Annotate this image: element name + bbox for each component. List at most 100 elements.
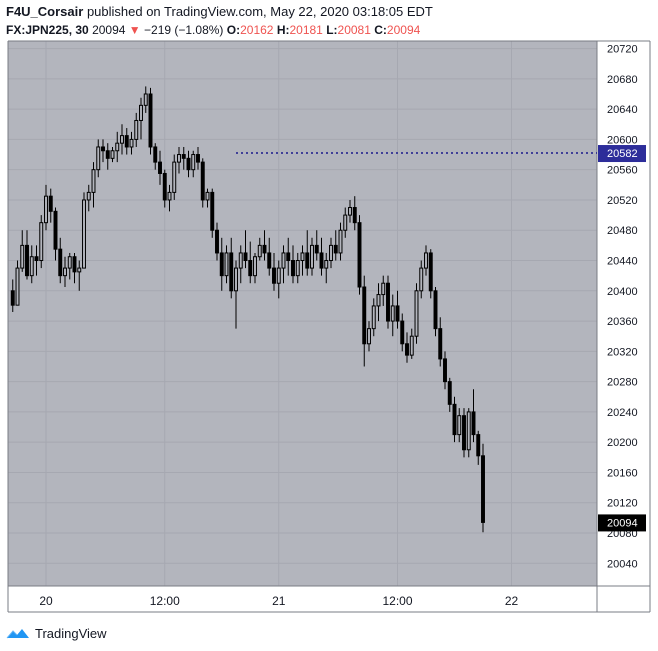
price-tick-label: 20120 — [607, 498, 638, 510]
time-tick-label: 20 — [39, 594, 53, 608]
footer: TradingView — [6, 622, 107, 644]
price-tick-label: 20280 — [607, 377, 638, 389]
tradingview-brand[interactable]: TradingView — [35, 625, 107, 641]
candle-body — [481, 455, 485, 523]
candle-body — [148, 93, 153, 148]
candle-body — [414, 290, 419, 337]
price-tick-label: 20520 — [607, 195, 638, 207]
tradingview-logo-icon[interactable] — [6, 626, 30, 640]
candle-body — [314, 244, 319, 254]
candle-body — [371, 305, 376, 330]
candle-body — [267, 252, 272, 269]
candle-body — [124, 135, 129, 148]
low-label: L: — [326, 23, 338, 37]
candle-body — [357, 222, 362, 288]
candle-body — [205, 191, 210, 201]
price-tick-label: 20360 — [607, 316, 638, 328]
candle-body — [466, 411, 471, 451]
candle-body — [343, 214, 348, 231]
candle-body — [381, 282, 386, 296]
candle-body — [15, 267, 20, 306]
candle-body — [77, 267, 82, 273]
candle-body — [101, 146, 105, 152]
price-tick-label: 20400 — [607, 286, 638, 298]
candle-body — [362, 286, 367, 345]
candle-body — [224, 252, 229, 277]
down-arrow-icon: ▼ — [128, 23, 141, 37]
candle-body — [433, 290, 438, 330]
candle-body — [210, 191, 215, 231]
candle-body — [348, 207, 352, 216]
candle-body — [10, 290, 15, 306]
price-tick-label: 20320 — [607, 346, 638, 358]
open-value: 20162 — [240, 23, 274, 37]
price-chart[interactable]: 2004020080201202016020200202402028020320… — [0, 0, 658, 620]
last-price-tag — [598, 514, 646, 532]
candle-body — [167, 191, 172, 201]
candle-body — [438, 328, 443, 360]
candle-body — [158, 161, 162, 174]
candle-body — [352, 207, 357, 224]
candle-body — [172, 161, 177, 193]
candle-body — [44, 195, 48, 224]
candle-body — [248, 260, 253, 277]
candle-body — [34, 256, 39, 262]
candle-body — [395, 305, 400, 322]
candle-body — [419, 267, 424, 292]
candle-body — [319, 252, 324, 269]
candle-body — [262, 244, 267, 254]
price-line-tag — [598, 145, 646, 163]
candle-body — [409, 335, 414, 356]
publish-line: F4U_Corsair published on TradingView.com… — [6, 3, 646, 20]
candle-body — [471, 411, 476, 436]
candle-body — [376, 294, 381, 307]
candle-body — [143, 93, 148, 106]
price-tick-label: 20560 — [607, 165, 638, 177]
candle-body — [120, 135, 124, 144]
candle-body — [286, 252, 291, 262]
candle-body — [196, 154, 200, 163]
candle-body — [115, 142, 120, 152]
time-tick-label: 22 — [505, 594, 519, 608]
price-tick-label: 20160 — [607, 467, 638, 479]
candle-body — [272, 267, 276, 284]
candle-body — [229, 252, 234, 292]
candle-body — [181, 154, 186, 159]
candle-body — [457, 415, 462, 436]
candle-body — [72, 256, 77, 273]
symbol-label: FX:JPN225, 30 — [6, 23, 89, 37]
candle-body — [462, 415, 466, 451]
candle-body — [405, 343, 409, 356]
candle-body — [39, 222, 44, 262]
price-tick-label: 20240 — [607, 407, 638, 419]
last-price-tag-label: 20094 — [607, 517, 638, 529]
candle-body — [53, 210, 58, 250]
candle-body — [91, 169, 96, 193]
price-tick-label: 20680 — [607, 74, 638, 86]
high-value: 20181 — [289, 23, 323, 37]
chart-header: F4U_Corsair published on TradingView.com… — [6, 3, 646, 39]
candle-body — [191, 154, 196, 171]
candle-body — [25, 244, 29, 277]
low-value: 20081 — [337, 23, 371, 37]
close-label: C: — [374, 23, 387, 37]
published-text: published on TradingView.com, May 22, 20… — [86, 4, 433, 19]
candle-body — [238, 252, 243, 269]
candle-body — [134, 119, 139, 140]
price-line-tag-label: 20582 — [607, 148, 638, 160]
candle-body — [234, 267, 238, 292]
candle-body — [295, 260, 300, 277]
candle-body — [310, 244, 314, 269]
candle-body — [452, 403, 457, 436]
price-tick-label: 20600 — [607, 134, 638, 146]
candle-body — [305, 252, 310, 269]
symbol-line: FX:JPN225, 30 20094 ▼ −219 (−1.08%) O:20… — [6, 22, 646, 39]
candle-body — [338, 229, 343, 254]
time-tick-label: 12:00 — [150, 594, 180, 608]
candle-body — [424, 252, 428, 269]
author-name[interactable]: F4U_Corsair — [6, 4, 84, 19]
candle-body — [300, 252, 305, 262]
plot-area — [8, 41, 597, 586]
candle-body — [476, 434, 481, 457]
candle-body — [129, 138, 134, 148]
